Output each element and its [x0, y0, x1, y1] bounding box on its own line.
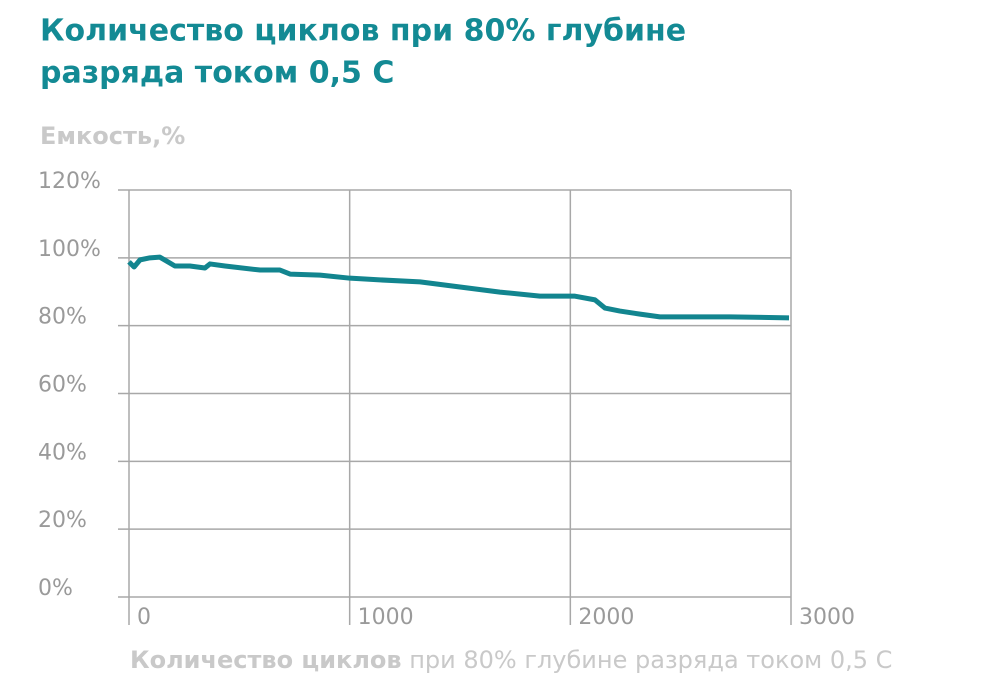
- x-axis-label: Количество циклов при 80% глубине разряд…: [130, 646, 892, 674]
- y-tick-label: 80%: [38, 305, 87, 330]
- x-tick-label: 3000: [799, 605, 855, 630]
- y-tick-label: 120%: [38, 169, 101, 194]
- y-tick-label: 0%: [38, 576, 73, 601]
- x-axis-label-bold: Количество циклов: [130, 646, 402, 674]
- x-tick-label: 2000: [578, 605, 634, 630]
- data-line: [127, 254, 790, 321]
- x-tick-label: 0: [137, 605, 151, 630]
- x-axis-label-rest: при 80% глубине разряда током 0,5 C: [409, 646, 892, 674]
- y-axis-label: Емкость,%: [40, 122, 185, 150]
- x-tick-label: 1000: [358, 605, 414, 630]
- chart-title: Количество циклов при 80% глубине: [40, 14, 686, 49]
- y-tick-label: 20%: [38, 508, 87, 533]
- y-tick-label: 40%: [38, 440, 87, 465]
- y-tick-label: 60%: [38, 373, 87, 398]
- y-tick-label: 100%: [38, 237, 101, 262]
- chart-title: разряда током 0,5 C: [40, 56, 394, 91]
